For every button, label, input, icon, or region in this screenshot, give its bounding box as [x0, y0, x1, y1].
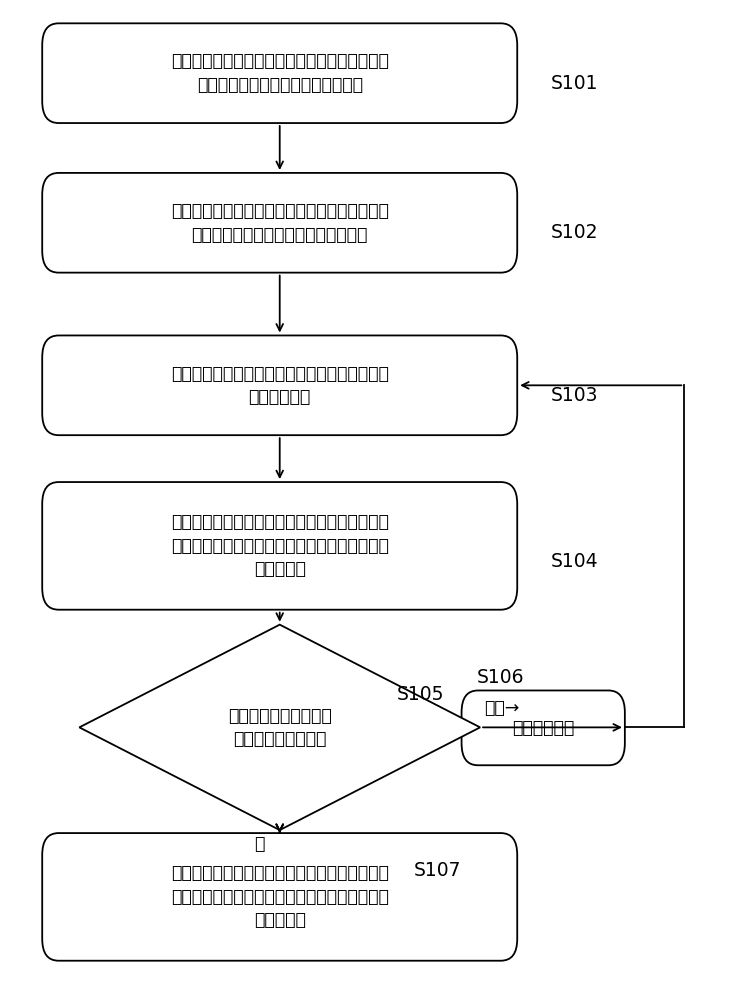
Polygon shape — [79, 625, 480, 830]
FancyBboxPatch shape — [42, 23, 517, 123]
Text: 获取所述第二曲线对应的目标参数，所述目标参
数用于描述所述第二曲线与所述原始车道线数据
的相背程度: 获取所述第二曲线对应的目标参数，所述目标参 数用于描述所述第二曲线与所述原始车道… — [171, 513, 389, 578]
Text: 是: 是 — [254, 835, 264, 853]
Text: S104: S104 — [551, 552, 598, 571]
Text: S101: S101 — [551, 74, 598, 93]
Text: 调整第一曲线: 调整第一曲线 — [512, 719, 574, 737]
FancyBboxPatch shape — [462, 690, 625, 765]
FancyBboxPatch shape — [42, 173, 517, 273]
Text: 对所述原始车道线数据中的多边线进行曲线拟合
以得到每条所述多边线对应的第一曲线: 对所述原始车道线数据中的多边线进行曲线拟合 以得到每条所述多边线对应的第一曲线 — [171, 202, 389, 244]
Text: 根据每条多边线对应的第一曲线得到连续车道对
应的第二曲线: 根据每条多边线对应的第一曲线得到连续车道对 应的第二曲线 — [171, 365, 389, 406]
Text: S106: S106 — [476, 668, 524, 687]
FancyBboxPatch shape — [42, 335, 517, 435]
Text: 一否→: 一否→ — [484, 699, 520, 717]
FancyBboxPatch shape — [42, 482, 517, 610]
Text: S105: S105 — [396, 685, 444, 704]
Text: 获取用于描述连续车道的原始车道线数据，所述
原始车道线数据包括至少一条多边线: 获取用于描述连续车道的原始车道线数据，所述 原始车道线数据包括至少一条多边线 — [171, 52, 389, 94]
Text: S102: S102 — [551, 223, 598, 242]
Text: 判断所述目标参数是否
小于预设的形状阈值: 判断所述目标参数是否 小于预设的形状阈值 — [228, 707, 332, 748]
Text: 获取所述第二曲线对应的目标参数，所述目标参
数用于描述所述第二曲线与所述原始车道线数据
的相背程度: 获取所述第二曲线对应的目标参数，所述目标参 数用于描述所述第二曲线与所述原始车道… — [171, 864, 389, 929]
FancyBboxPatch shape — [42, 833, 517, 961]
Text: S103: S103 — [551, 386, 598, 405]
Text: S107: S107 — [413, 861, 461, 880]
